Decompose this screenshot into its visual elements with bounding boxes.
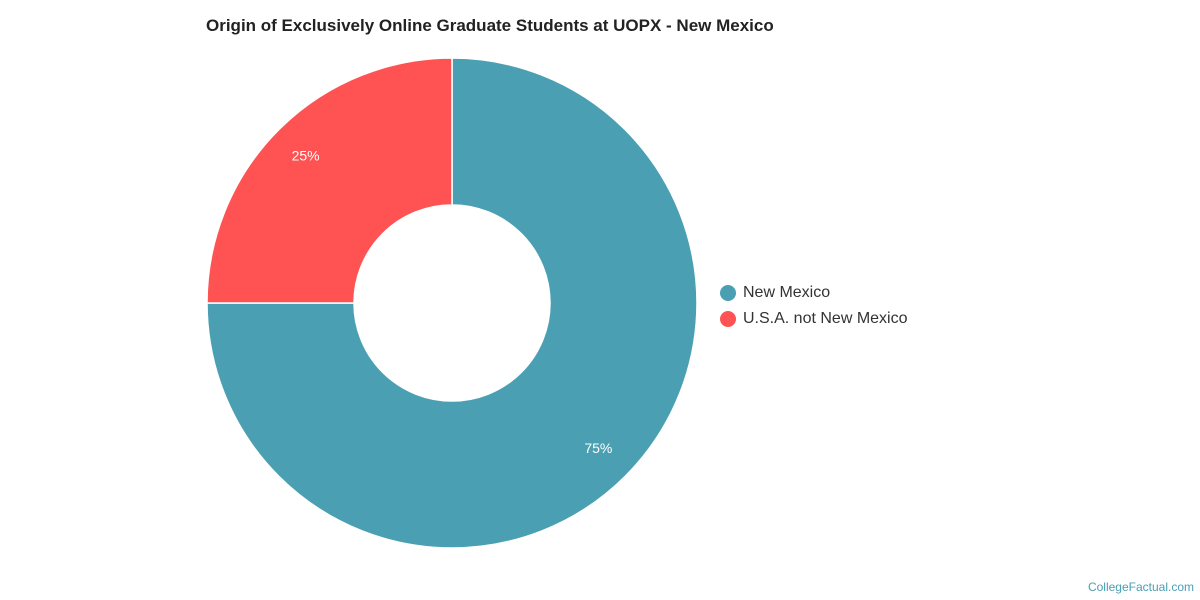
chart-title: Origin of Exclusively Online Graduate St… bbox=[206, 16, 774, 35]
pie-data-labels: 75% 25% bbox=[292, 147, 613, 456]
watermark-link[interactable]: CollegeFactual.com bbox=[1087, 580, 1194, 594]
legend-swatch-new-mexico bbox=[720, 285, 736, 301]
legend-label-usa-not-new-mexico: U.S.A. not New Mexico bbox=[743, 310, 908, 327]
pie-data-label: 75% bbox=[584, 440, 612, 456]
pie-data-label: 25% bbox=[292, 147, 320, 163]
legend-item-new-mexico[interactable]: New Mexico bbox=[720, 280, 908, 306]
legend: New Mexico U.S.A. not New Mexico bbox=[720, 280, 908, 332]
pie-slice-new-mexico[interactable] bbox=[206, 57, 698, 549]
pie-slice-u-s-a-not-new-mexico[interactable] bbox=[206, 57, 453, 304]
legend-swatch-usa-not-new-mexico bbox=[720, 311, 736, 327]
legend-item-usa-not-new-mexico[interactable]: U.S.A. not New Mexico bbox=[720, 306, 908, 332]
legend-label-new-mexico: New Mexico bbox=[743, 284, 831, 301]
pie-slices bbox=[206, 57, 698, 549]
